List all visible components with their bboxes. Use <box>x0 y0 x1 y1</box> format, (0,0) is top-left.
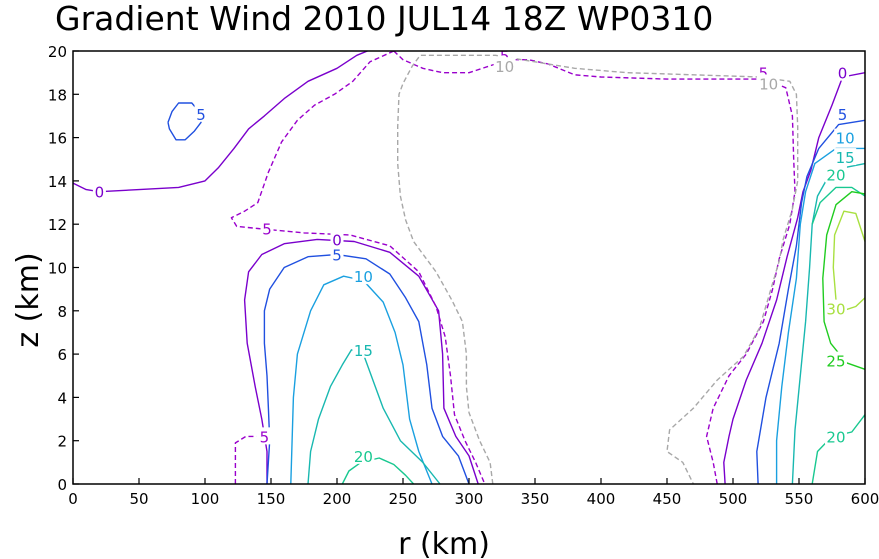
contour-line-level-neg5-0 <box>234 435 257 484</box>
x-tick-label: 350 <box>521 490 550 508</box>
x-tick-label: 300 <box>455 490 484 508</box>
contour-label: 20 <box>826 428 845 446</box>
contour-label-bg <box>352 446 375 464</box>
contour-label: 10 <box>495 58 514 76</box>
contour-line-level-25-0 <box>822 190 866 370</box>
contour-label-bg <box>836 63 850 81</box>
contour-label: 25 <box>826 353 845 371</box>
contour-label: 5 <box>759 65 769 83</box>
y-tick-label: 6 <box>57 346 67 364</box>
y-tick-label: 12 <box>48 216 67 234</box>
contour-label: 20 <box>354 448 373 466</box>
contour-label-bg <box>330 230 344 248</box>
contour-label-bg <box>260 219 274 237</box>
contour-label: 0 <box>332 231 342 249</box>
contour-label: 20 <box>826 166 845 184</box>
y-tick-label: 20 <box>48 43 67 61</box>
y-tick-label: 16 <box>48 130 67 148</box>
contour-label-bg <box>352 267 375 285</box>
x-tick-label: 0 <box>68 490 78 508</box>
contour-label: 5 <box>196 106 206 124</box>
contour-label: 0 <box>838 65 848 83</box>
contour-label: 15 <box>836 149 855 167</box>
x-tick-label: 600 <box>851 490 879 508</box>
contour-line-level-neg10-0 <box>397 54 799 485</box>
contour-label: 5 <box>260 428 270 446</box>
contour-line-level-20-1 <box>811 414 866 485</box>
contour-label-bg <box>836 104 850 122</box>
contour-label-bg <box>824 351 847 369</box>
x-tick-label: 400 <box>587 490 616 508</box>
contour-label-bg <box>824 299 847 317</box>
x-tick-label: 550 <box>785 490 814 508</box>
contour-label-bg <box>352 340 375 358</box>
y-axis-label: z (km) <box>11 252 46 347</box>
contour-label-bg <box>92 182 106 200</box>
chart-title: Gradient Wind 2010 JUL14 18Z WP0310 <box>55 0 713 38</box>
contour-label-bg <box>330 245 344 263</box>
plot-frame <box>72 50 866 485</box>
contour-label-bg <box>757 74 780 92</box>
contour-line-level-10-1 <box>775 147 865 484</box>
y-tick-label: 18 <box>48 86 67 104</box>
contour-label: 30 <box>826 301 845 319</box>
x-tick-label: 500 <box>719 490 748 508</box>
contour-label: 5 <box>500 47 510 65</box>
y-tick-label: 4 <box>57 389 67 407</box>
contour-label-bg <box>834 148 857 166</box>
contour-label: 5 <box>262 221 272 239</box>
contour-label-bg <box>824 427 847 445</box>
contour-line-level-5-1 <box>167 102 202 141</box>
contour-label: 5 <box>838 106 848 124</box>
contour-line-level-neg5-1 <box>393 50 796 485</box>
contour-label: 0 <box>95 184 105 202</box>
contour-line-level-15-0 <box>307 349 441 485</box>
contour-label-bg <box>834 128 857 146</box>
contour-line-level-30-0 <box>832 210 866 312</box>
contour-line-level-5-2 <box>756 119 866 485</box>
contour-label-bg <box>493 57 516 75</box>
x-tick-label: 250 <box>389 490 418 508</box>
contour-label: 10 <box>759 75 778 93</box>
y-axis-ticks: 0 2 4 6 8 10 12 14 16 18 20 <box>48 43 79 494</box>
x-tick-label: 450 <box>653 490 682 508</box>
contour-line-level-neg5-2 <box>230 50 486 485</box>
y-tick-label: 10 <box>48 260 67 278</box>
contour-line-level-0-0 <box>72 50 368 193</box>
x-axis-ticks: 0 50 100 150 200 250 300 350 400 450 500 550 600 <box>68 478 879 508</box>
x-tick-label: 100 <box>191 490 220 508</box>
x-tick-label: 200 <box>323 490 352 508</box>
y-tick-label: 0 <box>57 476 67 494</box>
contour-lines <box>72 50 866 485</box>
contour-label: 5 <box>332 247 342 265</box>
y-tick-label: 14 <box>48 173 67 191</box>
contour-label-bg <box>194 104 208 122</box>
contour-label: 10 <box>836 130 855 148</box>
contour-line-level-20-2 <box>811 186 866 225</box>
contour-label-bg <box>257 427 271 445</box>
x-axis-label: r (km) <box>398 527 490 559</box>
y-tick-label: 8 <box>57 303 67 321</box>
y-tick-label: 2 <box>57 433 67 451</box>
contour-line-level-20-0 <box>341 457 415 485</box>
x-tick-label: 150 <box>257 490 286 508</box>
contour-line-level-0-2 <box>723 72 866 485</box>
contour-label: 15 <box>354 342 373 360</box>
contour-label: 10 <box>354 268 373 286</box>
contour-label-bg <box>824 165 847 183</box>
x-tick-label: 50 <box>129 490 148 508</box>
contour-line-level-0-1 <box>243 238 479 485</box>
